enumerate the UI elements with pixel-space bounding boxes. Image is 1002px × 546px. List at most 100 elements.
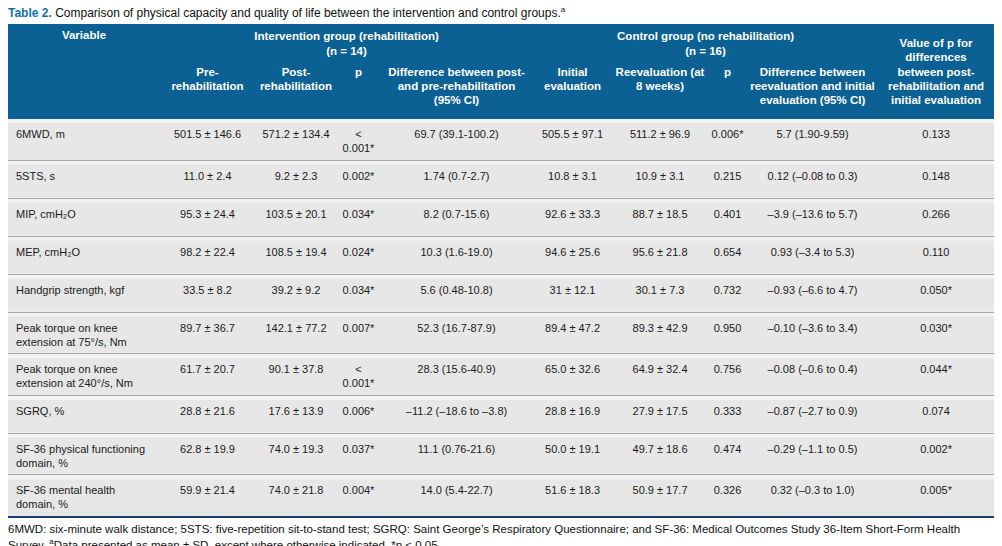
data-cell: –0.08 (–0.6 to 0.4) [747,354,878,396]
data-cell: 14.0 (5.4-22.7) [380,475,533,516]
data-cell: 59.9 ± 21.4 [160,475,255,516]
data-cell: 0.037* [337,433,380,475]
data-cell: 50.0 ± 19.1 [533,433,612,475]
data-cell: 0.215 [708,160,747,198]
variable-cell: SF-36 mental health domain, % [8,475,160,516]
variable-cell: SF-36 physical functioning domain, % [8,433,160,475]
group-n: (n = 16) [536,44,875,59]
data-cell: 501.5 ± 146.6 [160,119,255,160]
table-footnote: 6MWD: six-minute walk distance; 5STS: fi… [8,516,994,546]
table-row: MEP, cmH₂O98.2 ± 22.4108.5 ± 19.40.024*1… [8,236,994,274]
table-row: 6MWD, m501.5 ± 146.6571.2 ± 134.4< 0.001… [8,119,994,160]
data-cell: 10.8 ± 3.1 [533,160,612,198]
table-row: MIP, cmH₂O95.3 ± 24.4103.5 ± 20.10.034*8… [8,198,994,236]
data-cell: < 0.001* [337,354,380,396]
data-cell: 571.2 ± 134.4 [255,119,337,160]
table-row: SF-36 physical functioning domain, %62.8… [8,433,994,475]
data-cell: 10.9 ± 3.1 [612,160,708,198]
data-cell: 0.006* [708,119,747,160]
col-header-post-rehabilitation: Post-rehabilitation [255,64,337,119]
variable-cell: Peak torque on knee extension at 240°/s,… [8,354,160,396]
data-cell: 17.6 ± 13.9 [255,395,337,433]
data-cell: 28.8 ± 16.9 [533,395,612,433]
data-cell: 0.074 [878,395,994,433]
data-cell: 0.756 [708,354,747,396]
data-cell: 51.6 ± 18.3 [533,475,612,516]
col-header-variable: Variable [8,24,160,119]
data-cell: 50.9 ± 17.7 [612,475,708,516]
table-row: Peak torque on knee extension at 240°/s,… [8,354,994,396]
data-cell: 0.950 [708,312,747,354]
data-cell: 0.004* [337,475,380,516]
group-n: (n = 14) [163,44,530,59]
data-cell: 0.005* [878,475,994,516]
paper-table-figure: Table 2. Comparison of physical capacity… [0,0,1002,546]
data-cell: 65.0 ± 32.6 [533,354,612,396]
data-cell: 0.007* [337,312,380,354]
data-cell: –0.93 (–6.6 to 4.7) [747,274,878,312]
data-cell: 0.002* [878,433,994,475]
data-cell: 5.6 (0.48-10.8) [380,274,533,312]
data-cell: 0.654 [708,236,747,274]
data-cell: –11.2 (–18.6 to –3.8) [380,395,533,433]
data-cell: 8.2 (0.7-15.6) [380,198,533,236]
data-cell: 0.148 [878,160,994,198]
data-cell: 0.034* [337,274,380,312]
data-cell: –0.29 (–1.1 to 0.5) [747,433,878,475]
data-cell: 0.12 (–0.08 to 0.3) [747,160,878,198]
data-cell: –0.87 (–2.7 to 0.9) [747,395,878,433]
data-cell: 0.326 [708,475,747,516]
data-cell: 27.9 ± 17.5 [612,395,708,433]
table-caption: Table 2. Comparison of physical capacity… [8,5,994,20]
data-cell: 62.8 ± 19.9 [160,433,255,475]
data-cell: 1.74 (0.7-2.7) [380,160,533,198]
table-row: Peak torque on knee extension at 75°/s, … [8,312,994,354]
data-cell: 28.8 ± 21.6 [160,395,255,433]
data-cell: 89.4 ± 47.2 [533,312,612,354]
variable-cell: MEP, cmH₂O [8,236,160,274]
col-header-reevaluation: Reevaluation (at 8 weeks) [612,64,708,119]
data-cell: 49.7 ± 18.6 [612,433,708,475]
table-body: 6MWD, m501.5 ± 146.6571.2 ± 134.4< 0.001… [8,119,994,516]
table-row: 5STS, s11.0 ± 2.49.2 ± 2.30.002*1.74 (0.… [8,160,994,198]
group-header-control: Control group (no rehabilitation) (n = 1… [533,24,878,64]
data-cell: 39.2 ± 9.2 [255,274,337,312]
data-cell: < 0.001* [337,119,380,160]
data-cell: 95.3 ± 24.4 [160,198,255,236]
data-cell: 90.1 ± 37.8 [255,354,337,396]
data-cell: 0.474 [708,433,747,475]
data-cell: 10.3 (1.6-19.0) [380,236,533,274]
table-caption-text: Comparison of physical capacity and qual… [52,6,561,20]
col-header-p-control: p [708,64,747,119]
table-row: Handgrip strength, kgf33.5 ± 8.239.2 ± 9… [8,274,994,312]
data-cell: 69.7 (39.1-100.2) [380,119,533,160]
variable-cell: 6MWD, m [8,119,160,160]
header-group-row: Variable Intervention group (rehabilitat… [8,24,994,64]
data-cell: 0.002* [337,160,380,198]
data-cell: 9.2 ± 2.3 [255,160,337,198]
data-cell: 98.2 ± 22.4 [160,236,255,274]
group-title: Control group (no rehabilitation) [536,29,875,44]
data-cell: 88.7 ± 18.5 [612,198,708,236]
col-header-pre-rehabilitation: Pre-rehabilitation [160,64,255,119]
data-cell: 505.5 ± 97.1 [533,119,612,160]
data-cell: 0.030* [878,312,994,354]
data-cell: 0.006* [337,395,380,433]
data-cell: 92.6 ± 33.3 [533,198,612,236]
group-header-intervention: Intervention group (rehabilitation) (n =… [160,24,533,64]
data-cell: 142.1 ± 77.2 [255,312,337,354]
data-cell: 61.7 ± 20.7 [160,354,255,396]
comparison-table: Variable Intervention group (rehabilitat… [8,24,994,516]
col-header-difference-control: Difference between reevaluation and init… [747,64,878,119]
col-header-difference-intervention: Difference between post- and pre-rehabil… [380,64,533,119]
col-header-p-intervention: p [337,64,380,119]
data-cell: 89.7 ± 36.7 [160,312,255,354]
variable-cell: MIP, cmH₂O [8,198,160,236]
table-row: SF-36 mental health domain, %59.9 ± 21.4… [8,475,994,516]
data-cell: 11.1 (0.76-21.6) [380,433,533,475]
data-cell: 33.5 ± 8.2 [160,274,255,312]
data-cell: 108.5 ± 19.4 [255,236,337,274]
data-cell: 95.6 ± 21.8 [612,236,708,274]
data-cell: 30.1 ± 7.3 [612,274,708,312]
data-cell: 5.7 (1.90-9.59) [747,119,878,160]
